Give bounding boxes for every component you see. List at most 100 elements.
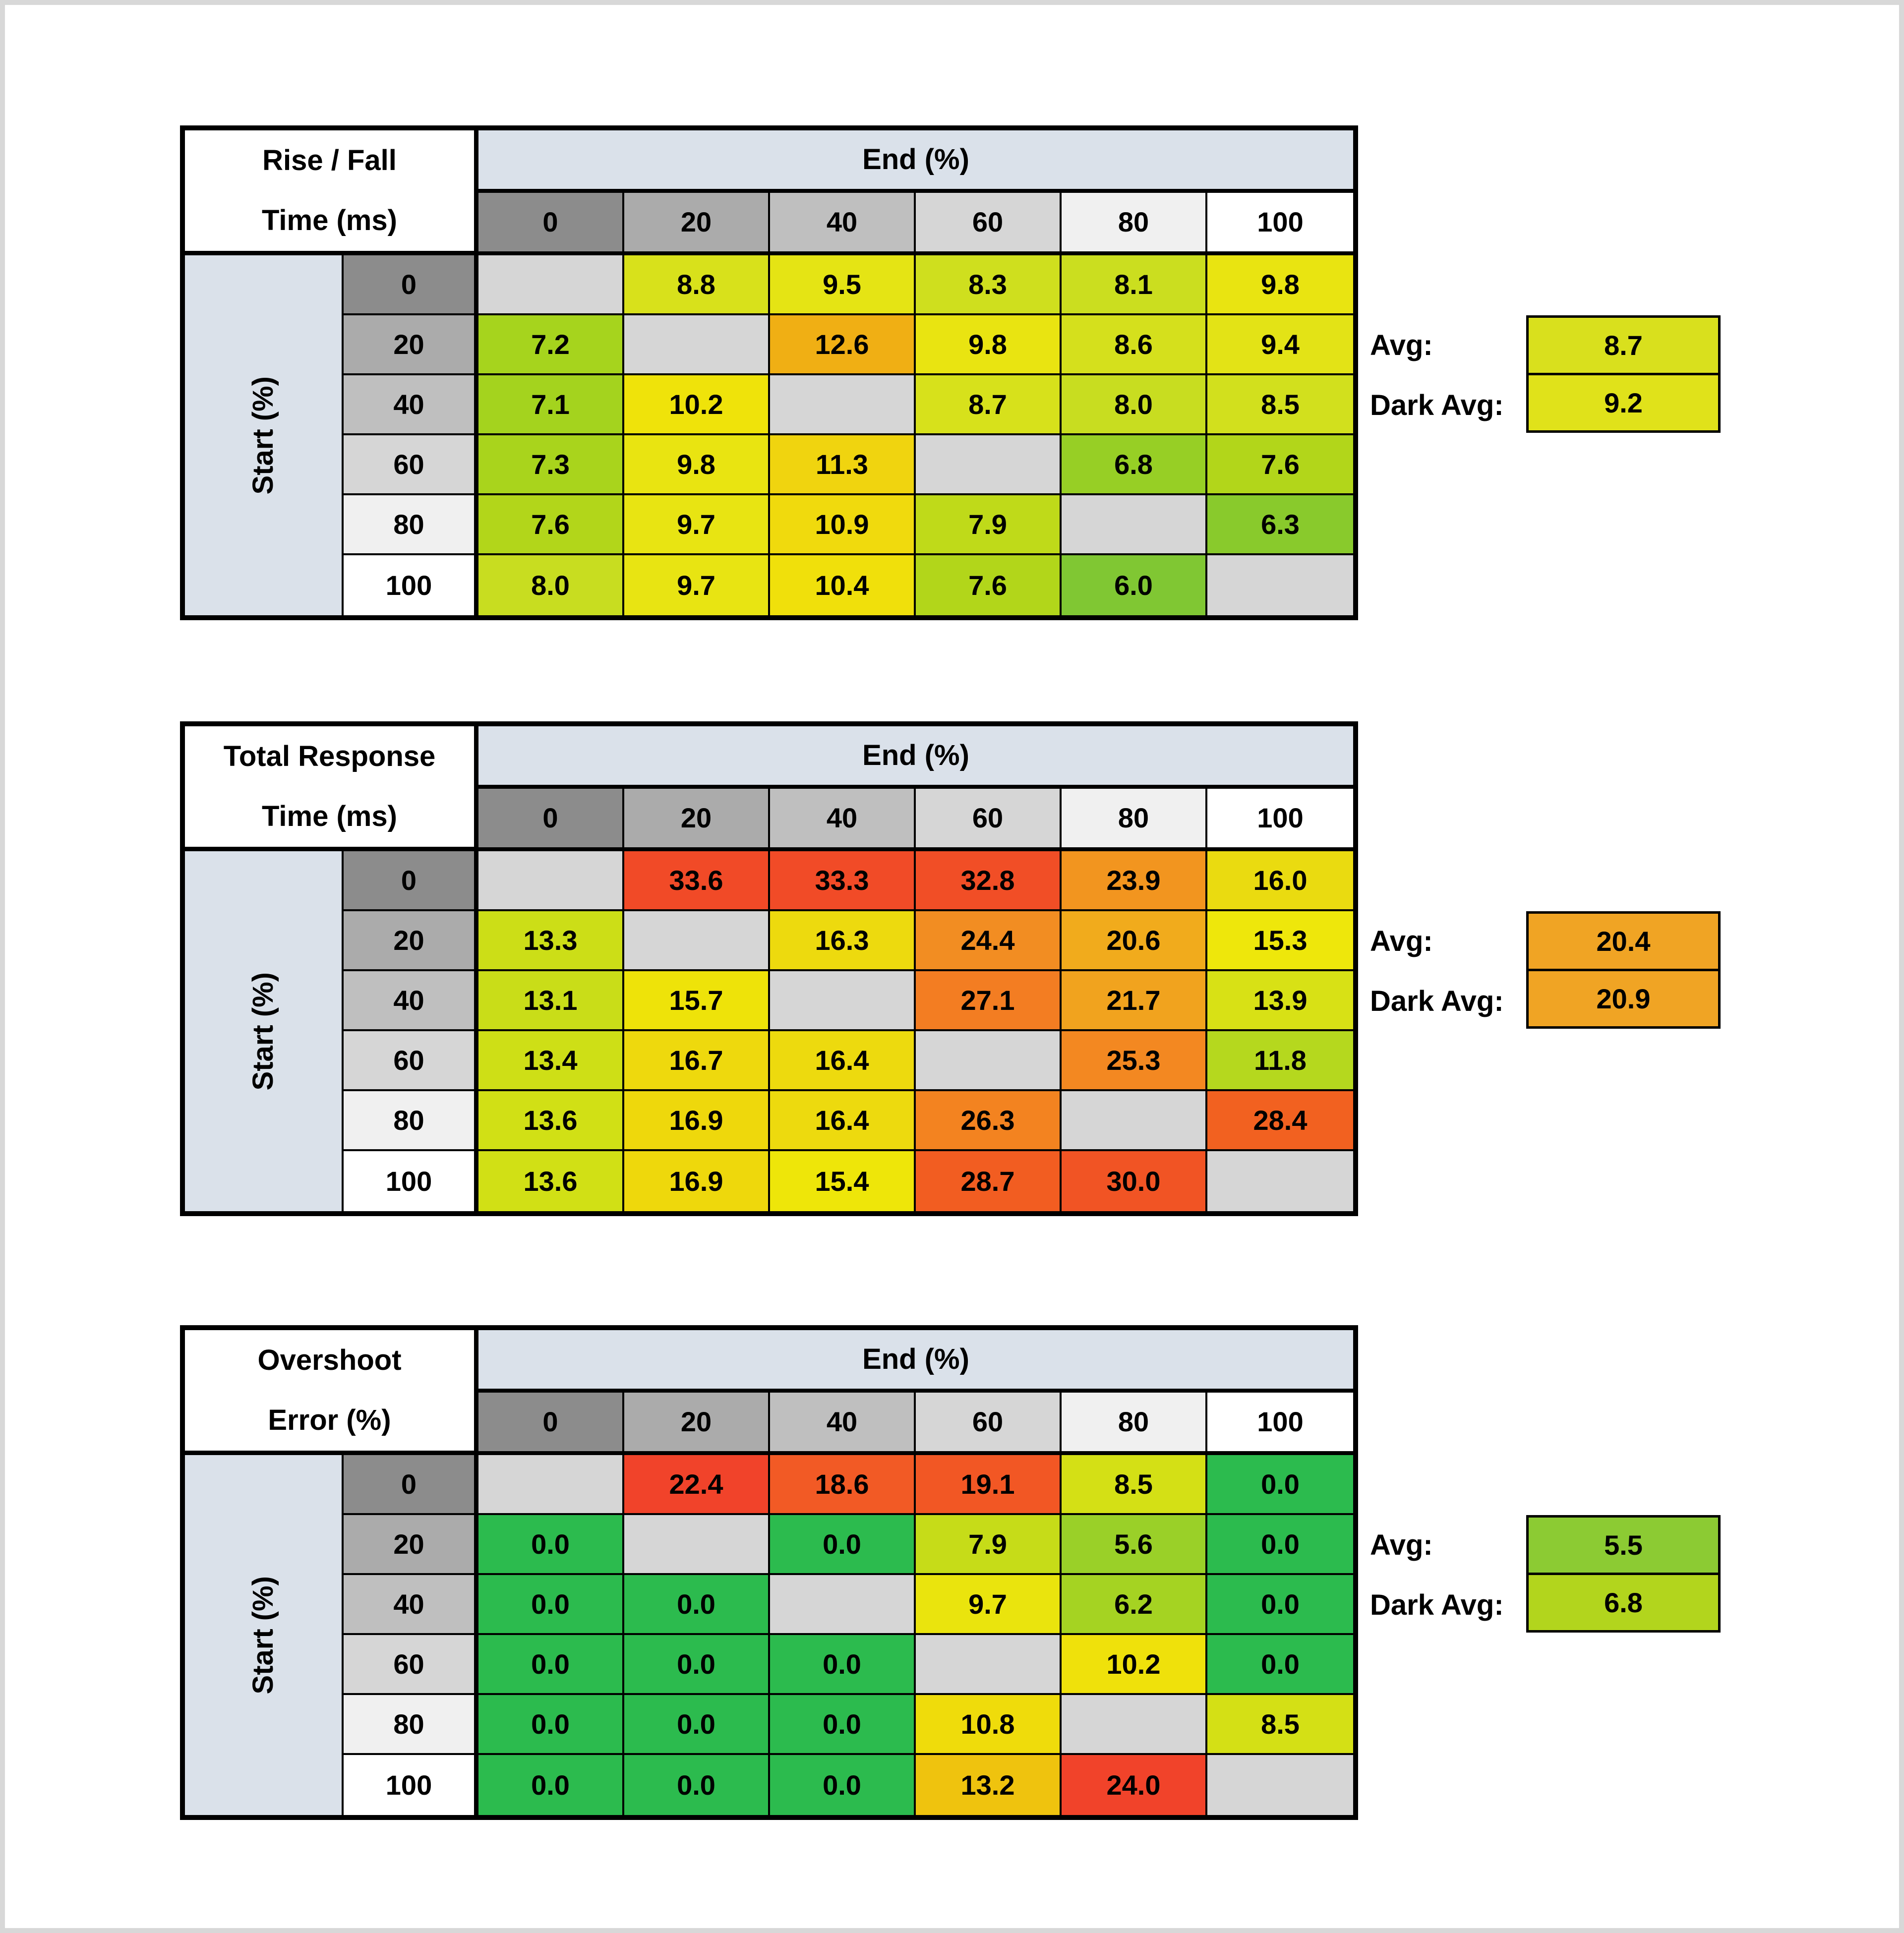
cell-start40-end20: 15.7 (624, 971, 770, 1031)
start-header-80: 80 (344, 1695, 478, 1755)
cell-start0-end20: 33.6 (624, 851, 770, 911)
cell-start100-end60: 13.2 (916, 1755, 1062, 1815)
heatmap-total-response-time: Total Response Time (ms) End (%) Start (… (180, 721, 1896, 1217)
diagonal-cell-start60-end60 (916, 1635, 1062, 1695)
end-header-80: 80 (1062, 789, 1207, 851)
cell-start60-end100: 7.6 (1207, 435, 1353, 495)
diagonal-cell-start20-end20 (624, 315, 770, 375)
start-header-0: 0 (344, 255, 478, 315)
start-axis-title-text: Start (%) (247, 972, 279, 1091)
cell-start40-end80: 8.0 (1062, 375, 1207, 435)
cell-start80-end20: 9.7 (624, 495, 770, 555)
cell-start0-end100: 0.0 (1207, 1455, 1353, 1515)
cell-start0-end60: 8.3 (916, 255, 1062, 315)
cell-start100-end80: 30.0 (1062, 1151, 1207, 1211)
cell-start40-end80: 21.7 (1062, 971, 1207, 1031)
cell-start60-end40: 0.0 (770, 1635, 916, 1695)
cell-start20-end0: 13.3 (478, 911, 624, 971)
cell-start80-end60: 7.9 (916, 495, 1062, 555)
diagonal-cell-start20-end20 (624, 911, 770, 971)
cell-start60-end20: 9.8 (624, 435, 770, 495)
diagonal-cell-start0-end0 (478, 1455, 624, 1515)
cell-start60-end40: 16.4 (770, 1031, 916, 1091)
cell-start80-end0: 13.6 (478, 1091, 624, 1151)
start-axis-title-text: Start (%) (247, 376, 279, 495)
end-header-0: 0 (478, 789, 624, 851)
total-response-grid: Total Response Time (ms) End (%) Start (… (180, 721, 1358, 1216)
start-header-0: 0 (344, 1455, 478, 1515)
end-header-80: 80 (1062, 193, 1207, 255)
start-header-40: 40 (344, 971, 478, 1031)
diagonal-cell-start80-end80 (1062, 1695, 1207, 1755)
cell-start20-end40: 0.0 (770, 1515, 916, 1575)
cell-start80-end0: 7.6 (478, 495, 624, 555)
cell-start40-end20: 10.2 (624, 375, 770, 435)
cell-start0-end60: 32.8 (916, 851, 1062, 911)
start-axis-title: Start (%) (185, 1455, 344, 1815)
diagonal-cell-start40-end40 (770, 375, 916, 435)
end-header-60: 60 (916, 193, 1062, 255)
cell-start100-end20: 16.9 (624, 1151, 770, 1211)
end-header-20: 20 (624, 789, 770, 851)
cell-start60-end40: 11.3 (770, 435, 916, 495)
cell-start80-end60: 26.3 (916, 1091, 1062, 1151)
start-header-80: 80 (344, 1091, 478, 1151)
cell-start40-end0: 13.1 (478, 971, 624, 1031)
avg-value-box: 20.4 (1526, 911, 1721, 971)
cell-start0-end80: 23.9 (1062, 851, 1207, 911)
diagonal-cell-start0-end0 (478, 851, 624, 911)
cell-start0-end80: 8.5 (1062, 1455, 1207, 1515)
end-header-20: 20 (624, 1393, 770, 1455)
diagonal-cell-start80-end80 (1062, 1091, 1207, 1151)
end-header-100: 100 (1207, 193, 1353, 255)
cell-start40-end100: 0.0 (1207, 1575, 1353, 1635)
cell-start0-end40: 9.5 (770, 255, 916, 315)
cell-start100-end60: 28.7 (916, 1151, 1062, 1211)
cell-start40-end60: 27.1 (916, 971, 1062, 1031)
cell-start20-end60: 9.8 (916, 315, 1062, 375)
cell-start20-end80: 5.6 (1062, 1515, 1207, 1575)
table-title-cell: Rise / Fall Time (ms) (185, 130, 478, 255)
cell-start0-end100: 16.0 (1207, 851, 1353, 911)
cell-start0-end60: 19.1 (916, 1455, 1062, 1515)
cell-start60-end80: 25.3 (1062, 1031, 1207, 1091)
cell-start80-end0: 0.0 (478, 1695, 624, 1755)
cell-start20-end100: 9.4 (1207, 315, 1353, 375)
cell-start80-end100: 6.3 (1207, 495, 1353, 555)
cell-start100-end80: 6.0 (1062, 555, 1207, 615)
table-title-line2: Time (ms) (262, 204, 397, 237)
start-axis-title-text: Start (%) (247, 1576, 279, 1695)
cell-start20-end60: 7.9 (916, 1515, 1062, 1575)
end-header-40: 40 (770, 789, 916, 851)
dark-avg-value-box: 9.2 (1526, 373, 1721, 433)
start-header-60: 60 (344, 1635, 478, 1695)
end-axis-title: End (%) (478, 1330, 1353, 1393)
end-header-100: 100 (1207, 1393, 1353, 1455)
cell-start80-end100: 28.4 (1207, 1091, 1353, 1151)
diagonal-cell-start100-end100 (1207, 555, 1353, 615)
start-header-60: 60 (344, 1031, 478, 1091)
cell-start60-end0: 7.3 (478, 435, 624, 495)
start-header-20: 20 (344, 1515, 478, 1575)
end-header-0: 0 (478, 1393, 624, 1455)
cell-start80-end20: 0.0 (624, 1695, 770, 1755)
avg-label: Avg: (1370, 1529, 1433, 1561)
cell-start80-end100: 8.5 (1207, 1695, 1353, 1755)
cell-start80-end40: 0.0 (770, 1695, 916, 1755)
cell-start20-end60: 24.4 (916, 911, 1062, 971)
end-header-40: 40 (770, 193, 916, 255)
table-title-line1: Total Response (223, 740, 436, 772)
cell-start100-end20: 9.7 (624, 555, 770, 615)
start-header-20: 20 (344, 911, 478, 971)
end-axis-title: End (%) (478, 726, 1353, 789)
start-axis-title: Start (%) (185, 255, 344, 615)
end-header-20: 20 (624, 193, 770, 255)
diagonal-cell-start100-end100 (1207, 1151, 1353, 1211)
diagonal-cell-start40-end40 (770, 971, 916, 1031)
cell-start0-end20: 8.8 (624, 255, 770, 315)
diagonal-cell-start60-end60 (916, 435, 1062, 495)
table-title-line2: Time (ms) (262, 800, 397, 833)
cell-start80-end20: 16.9 (624, 1091, 770, 1151)
